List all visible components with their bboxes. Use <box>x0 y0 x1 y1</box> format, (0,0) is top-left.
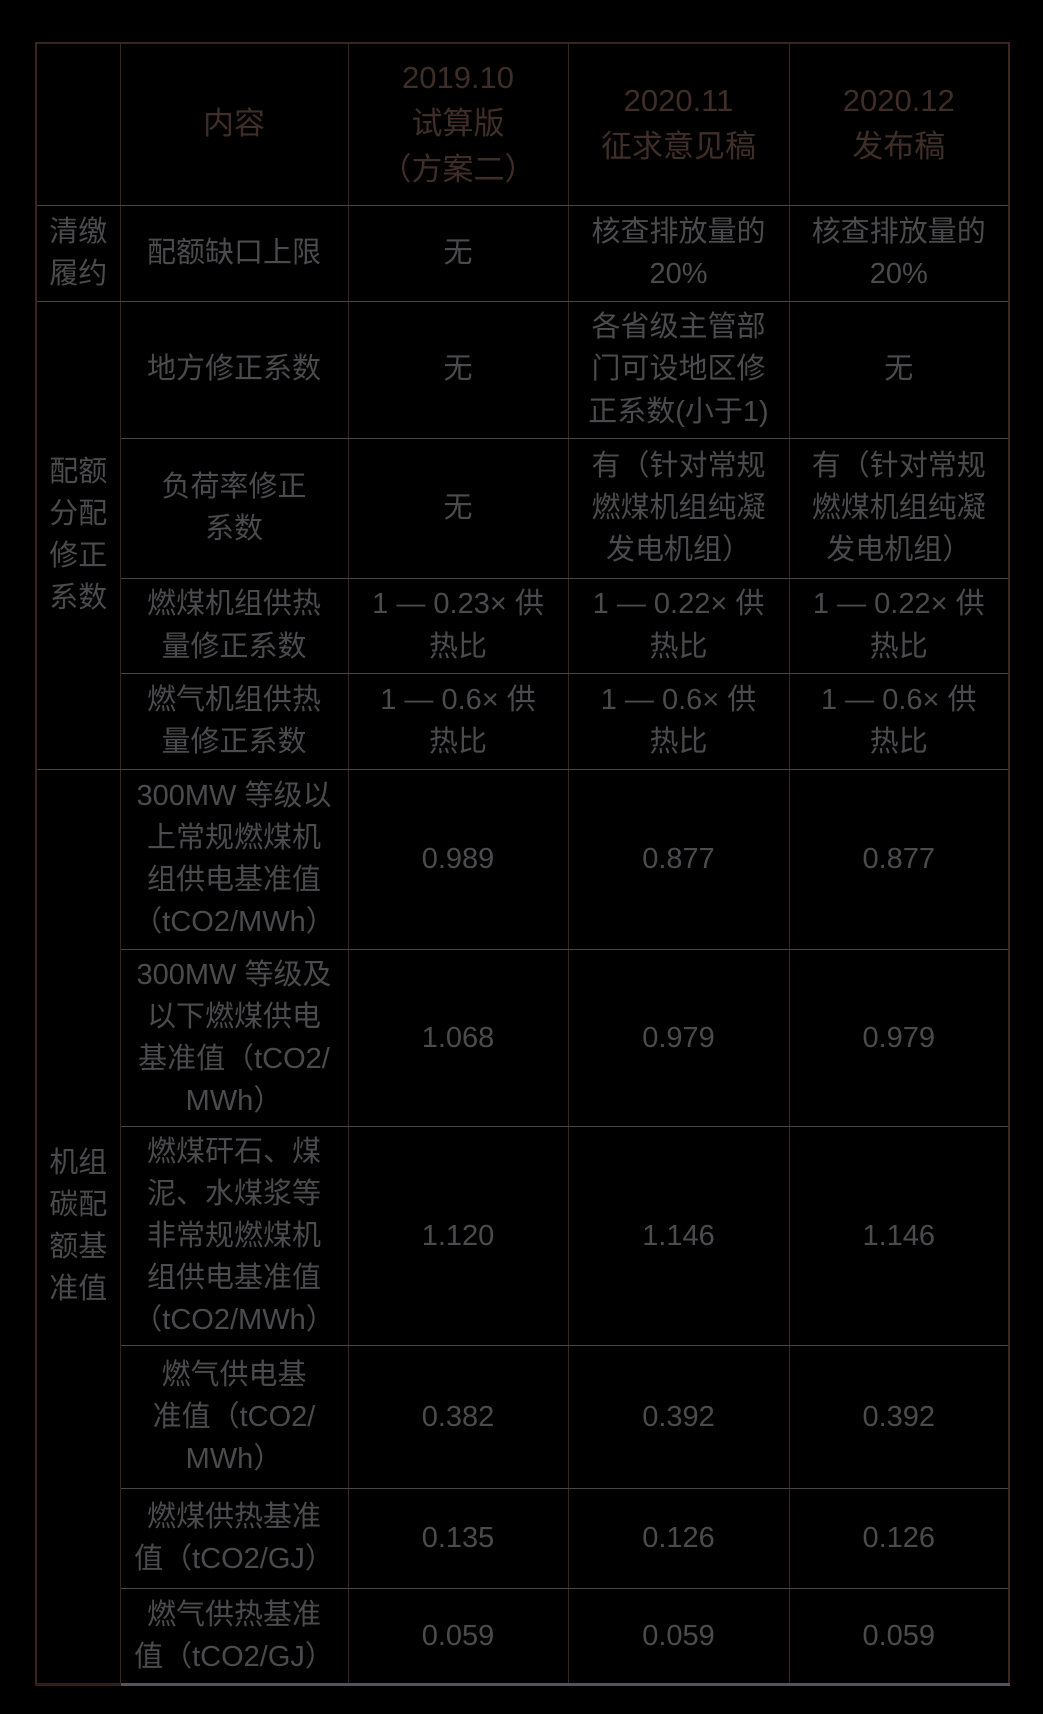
cell-value: 核查排放量的 20% <box>567 204 790 302</box>
row-label: 燃气机组供热 量修正系数 <box>119 672 349 770</box>
cell-value: 1 — 0.22× 供 热比 <box>788 577 1010 674</box>
cell-value: 0.877 <box>567 768 790 950</box>
table-row: 燃煤供热基准 值（tCO2/GJ） 0.135 0.126 0.126 <box>36 1487 1010 1589</box>
cell-value: 有（针对常规 燃煤机组纯凝 发电机组） <box>567 437 790 579</box>
table-row: 燃气供电基 准值（tCO2/ MWh） 0.382 0.392 0.392 <box>36 1344 1010 1489</box>
cell-value: 1 — 0.6× 供 热比 <box>788 672 1010 770</box>
column-header-2020-12-release: 2020.12 发布稿 <box>788 42 1010 206</box>
row-label: 燃煤供热基准 值（tCO2/GJ） <box>119 1487 349 1589</box>
cell-value: 1.120 <box>347 1125 569 1346</box>
cell-value: 无 <box>347 204 569 302</box>
cell-value: 0.877 <box>788 768 1010 950</box>
cell-value: 0.382 <box>347 1344 569 1489</box>
cell-value: 1 — 0.6× 供 热比 <box>567 672 790 770</box>
table-row: 负荷率修正 系数 无 有（针对常规 燃煤机组纯凝 发电机组） 有（针对常规 燃煤… <box>36 437 1010 579</box>
policy-comparison-table: 内容 2019.10 试算版 （方案二） 2020.11 征求意见稿 2020.… <box>35 42 1010 1686</box>
row-label: 300MW 等级以 上常规燃煤机 组供电基准值 （tCO2/MWh） <box>119 768 349 950</box>
cell-value: 0.989 <box>347 768 569 950</box>
column-header-content: 内容 <box>119 42 349 206</box>
row-label: 地方修正系数 <box>119 300 349 439</box>
cell-value: 1 — 0.6× 供 热比 <box>347 672 569 770</box>
table-row: 300MW 等级及 以下燃煤供电 基准值（tCO2/ MWh） 1.068 0.… <box>36 948 1010 1127</box>
cell-value: 0.979 <box>567 948 790 1127</box>
row-label: 燃煤机组供热 量修正系数 <box>119 577 349 674</box>
table-row: 机组 碳配 额基 准值 300MW 等级以 上常规燃煤机 组供电基准值 （tCO… <box>35 768 1010 1686</box>
cell-value: 无 <box>347 300 569 439</box>
cell-value: 无 <box>347 437 569 579</box>
cell-value: 无 <box>788 300 1010 439</box>
cell-value: 0.059 <box>788 1587 1010 1686</box>
cell-value: 1.146 <box>788 1125 1010 1346</box>
cell-value: 0.135 <box>347 1487 569 1589</box>
table-row: 清缴 履约 配额缺口上限 无 核查排放量的 20% 核查排放量的 20% <box>35 204 1010 302</box>
row-label: 燃气供电基 准值（tCO2/ MWh） <box>119 1344 349 1489</box>
row-label: 300MW 等级及 以下燃煤供电 基准值（tCO2/ MWh） <box>119 948 349 1127</box>
cell-value: 0.126 <box>788 1487 1010 1589</box>
table-row: 燃气机组供热 量修正系数 1 — 0.6× 供 热比 1 — 0.6× 供 热比… <box>36 672 1010 770</box>
cell-value: 核查排放量的 20% <box>788 204 1010 302</box>
table-row: 燃煤矸石、煤 泥、水煤浆等 非常规燃煤机 组供电基准值 （tCO2/MWh） 1… <box>36 1125 1010 1346</box>
row-group-label-settlement: 清缴 履约 <box>35 204 121 302</box>
cell-value: 0.979 <box>788 948 1010 1127</box>
column-header-2019-10-trial: 2019.10 试算版 （方案二） <box>347 42 569 206</box>
table-row: 配额 分配 修正 系数 地方修正系数 无 各省级主管部 门可设地区修 正系数(小… <box>35 300 1010 770</box>
table-row: 燃煤机组供热 量修正系数 1 — 0.23× 供 热比 1 — 0.22× 供 … <box>36 577 1010 674</box>
table-row: 燃气供热基准 值（tCO2/GJ） 0.059 0.059 0.059 <box>36 1587 1010 1686</box>
header-row: 内容 2019.10 试算版 （方案二） 2020.11 征求意见稿 2020.… <box>35 42 1010 206</box>
cell-value: 各省级主管部 门可设地区修 正系数(小于1) <box>567 300 790 439</box>
cell-value: 0.059 <box>347 1587 569 1686</box>
cell-value: 1.068 <box>347 948 569 1127</box>
corner-cell <box>35 42 121 206</box>
row-label: 负荷率修正 系数 <box>119 437 349 579</box>
column-header-2020-11-draft: 2020.11 征求意见稿 <box>567 42 790 206</box>
cell-value: 0.126 <box>567 1487 790 1589</box>
cell-value: 有（针对常规 燃煤机组纯凝 发电机组） <box>788 437 1010 579</box>
row-group-label-benchmarks: 机组 碳配 额基 准值 <box>35 768 121 1686</box>
cell-value: 1 — 0.23× 供 热比 <box>347 577 569 674</box>
row-group-label-correction-factors: 配额 分配 修正 系数 <box>35 300 121 770</box>
cell-value: 0.392 <box>788 1344 1010 1489</box>
cell-value: 0.059 <box>567 1587 790 1686</box>
row-label: 配额缺口上限 <box>119 204 349 302</box>
cell-value: 1 — 0.22× 供 热比 <box>567 577 790 674</box>
cell-value: 1.146 <box>567 1125 790 1346</box>
row-label: 燃气供热基准 值（tCO2/GJ） <box>119 1587 349 1686</box>
row-label: 燃煤矸石、煤 泥、水煤浆等 非常规燃煤机 组供电基准值 （tCO2/MWh） <box>119 1125 349 1346</box>
cell-value: 0.392 <box>567 1344 790 1489</box>
